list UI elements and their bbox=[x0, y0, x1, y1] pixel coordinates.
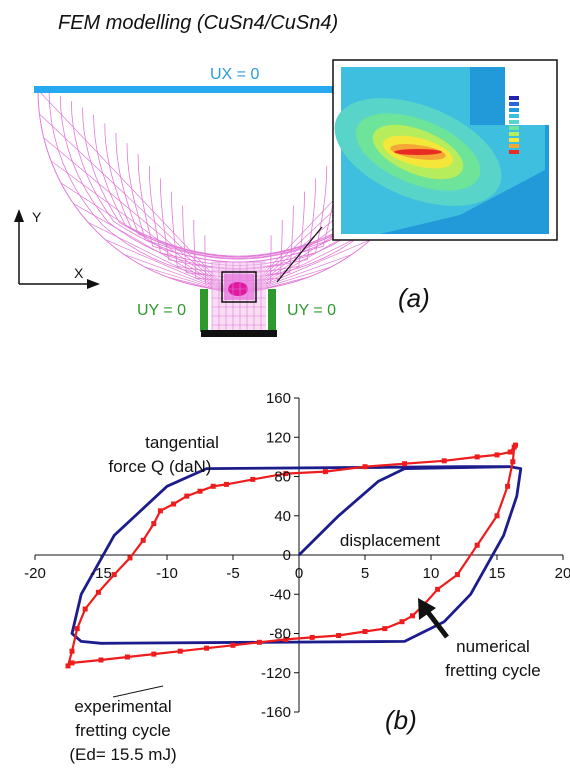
experimental-data-point bbox=[474, 454, 480, 460]
y-tick-label: 120 bbox=[266, 429, 291, 446]
numerical-cycle-label-line1: numerical bbox=[456, 637, 530, 656]
experimental-data-point bbox=[157, 508, 163, 514]
y-tick-label: -120 bbox=[261, 665, 291, 682]
x-tick-label: -15 bbox=[90, 565, 112, 582]
experimental-data-point bbox=[494, 452, 500, 458]
y-tick-label: 0 bbox=[283, 547, 291, 564]
experimental-data-point bbox=[197, 488, 203, 494]
numerical-cycle-label-line2: fretting cycle bbox=[445, 661, 540, 680]
experimental-data-point bbox=[177, 648, 183, 654]
bc-right-label: UY = 0 bbox=[287, 302, 336, 319]
x-axis-label: displacement bbox=[340, 531, 440, 550]
zoom-region-box bbox=[221, 271, 257, 303]
experimental-data-point bbox=[510, 459, 516, 465]
experimental-data-point bbox=[111, 572, 117, 578]
experimental-data-point bbox=[98, 657, 104, 663]
experimental-data-point bbox=[336, 633, 342, 638]
experimental-data-point bbox=[362, 464, 368, 470]
experimental-data-point bbox=[204, 645, 210, 651]
x-axis-label: X bbox=[74, 265, 84, 281]
stress-contour-inset bbox=[332, 59, 558, 241]
experimental-data-point bbox=[65, 663, 71, 669]
experimental-cycle-label-line2: fretting cycle bbox=[75, 721, 170, 740]
x-tick-label: 15 bbox=[489, 565, 506, 582]
top-boundary-bar bbox=[34, 86, 346, 93]
experimental-data-point bbox=[69, 648, 75, 654]
contour-legend bbox=[509, 96, 519, 154]
panel-a-label: (a) bbox=[398, 283, 430, 313]
bc-top-label: UX = 0 bbox=[210, 66, 259, 83]
experimental-data-point bbox=[171, 501, 177, 507]
experimental-data-point bbox=[230, 642, 236, 648]
experimental-data-point bbox=[256, 639, 262, 645]
experimental-cycle-leader bbox=[112, 685, 164, 698]
x-tick-label: 20 bbox=[555, 565, 570, 582]
y-tick-label: -40 bbox=[269, 586, 291, 603]
experimental-data-point bbox=[399, 619, 405, 625]
panel-b-label: (b) bbox=[385, 705, 417, 735]
experimental-data-point bbox=[184, 493, 190, 499]
experimental-data-point bbox=[507, 449, 513, 455]
bc-left-label: UY = 0 bbox=[137, 302, 186, 319]
chart-tick-labels: -20 -15 -10 -5 0 5 10 15 20-160-120-80-400408012… bbox=[24, 390, 570, 721]
experimental-data-point bbox=[151, 651, 157, 657]
experimental-data-point bbox=[494, 513, 500, 519]
experimental-data-point bbox=[82, 606, 88, 612]
figure-title: FEM modelling (CuSn4/CuSn4) bbox=[58, 12, 339, 34]
bottom-base-block bbox=[201, 330, 277, 337]
experimental-data-point bbox=[250, 476, 256, 482]
zoom-leader-line bbox=[276, 226, 323, 283]
experimental-data-point bbox=[210, 483, 216, 489]
y-tick-label: 40 bbox=[274, 508, 291, 525]
experimental-data-point bbox=[454, 572, 460, 578]
experimental-energy-label: (Ed= 15.5 mJ) bbox=[69, 745, 176, 764]
experimental-data-point bbox=[410, 613, 415, 619]
experimental-data-point bbox=[435, 586, 441, 592]
experimental-cycle-label-line1: experimental bbox=[74, 697, 171, 716]
chart-series bbox=[65, 442, 523, 669]
experimental-data-point bbox=[382, 626, 388, 632]
experimental-data-point bbox=[124, 654, 130, 660]
experimental-data-point bbox=[362, 629, 368, 634]
y-tick-label: -160 bbox=[261, 704, 291, 721]
numerical-cycle-line bbox=[70, 465, 523, 645]
experimental-data-point bbox=[309, 634, 315, 640]
experimental-data-point bbox=[140, 537, 146, 543]
fem-panel: Y X UX = 0 UY = 0 UY = 0 (a) bbox=[14, 59, 558, 337]
experimental-data-point bbox=[474, 542, 480, 548]
right-support-block bbox=[268, 289, 276, 332]
experimental-data-point bbox=[322, 469, 328, 475]
x-tick-label: -20 bbox=[24, 565, 46, 582]
experimental-data-point bbox=[402, 461, 408, 467]
experimental-data-point bbox=[441, 458, 447, 464]
x-tick-label: -5 bbox=[226, 565, 239, 582]
numerical-cycle-arrow bbox=[418, 598, 449, 639]
experimental-data-point bbox=[95, 589, 101, 595]
x-tick-label: -10 bbox=[156, 565, 178, 582]
coordinate-axes: Y X bbox=[14, 209, 100, 289]
experimental-data-point bbox=[283, 636, 289, 642]
y-axis-label: Y bbox=[32, 209, 42, 225]
x-tick-label: 5 bbox=[361, 565, 369, 582]
x-tick-label: 0 bbox=[295, 565, 303, 582]
experimental-data-point bbox=[74, 626, 80, 632]
y-axis-label-line2: force Q (daN) bbox=[109, 457, 212, 476]
experimental-data-point bbox=[127, 555, 133, 561]
y-tick-label: 80 bbox=[274, 469, 291, 486]
experimental-data-point bbox=[223, 481, 229, 487]
experimental-data-point bbox=[283, 471, 289, 477]
left-support-block bbox=[200, 289, 208, 332]
y-tick-label: -80 bbox=[269, 626, 291, 643]
experimental-data-point bbox=[513, 442, 518, 448]
y-tick-label: 160 bbox=[266, 390, 291, 407]
y-axis-label-line1: tangential bbox=[145, 433, 219, 452]
experimental-data-point bbox=[151, 521, 157, 527]
experimental-data-point bbox=[69, 660, 75, 666]
x-tick-label: 10 bbox=[423, 565, 440, 582]
experimental-data-point bbox=[505, 483, 511, 489]
